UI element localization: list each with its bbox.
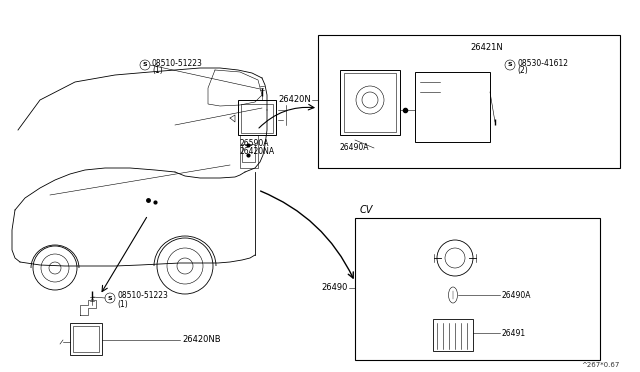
Text: CV: CV bbox=[360, 205, 373, 215]
Bar bbox=[240, 128, 258, 168]
Text: 08510-51223: 08510-51223 bbox=[152, 58, 203, 67]
Bar bbox=[242, 144, 255, 162]
Text: 26421N: 26421N bbox=[470, 44, 503, 52]
Bar bbox=[70, 323, 102, 355]
Text: 08510-51223: 08510-51223 bbox=[117, 292, 168, 301]
Bar bbox=[318, 35, 620, 168]
Bar bbox=[355, 218, 600, 360]
Text: 08530-41612: 08530-41612 bbox=[517, 58, 568, 67]
Bar bbox=[73, 326, 99, 352]
Text: ^267*0.67: ^267*0.67 bbox=[582, 362, 620, 368]
Bar bbox=[344, 73, 396, 132]
Bar bbox=[238, 100, 276, 135]
Text: (1): (1) bbox=[117, 299, 128, 308]
Text: 26420N: 26420N bbox=[278, 96, 311, 105]
Text: 26490: 26490 bbox=[322, 283, 348, 292]
Text: 26490A: 26490A bbox=[340, 144, 369, 153]
Text: S: S bbox=[508, 62, 512, 67]
Bar bbox=[340, 70, 400, 135]
Bar bbox=[415, 72, 490, 142]
Text: 26491: 26491 bbox=[502, 328, 526, 337]
Text: S: S bbox=[108, 295, 112, 301]
Bar bbox=[241, 104, 273, 133]
Text: 26420NA: 26420NA bbox=[239, 147, 274, 155]
Text: 26490A: 26490A bbox=[502, 291, 531, 299]
Text: 26420NB: 26420NB bbox=[182, 336, 221, 344]
Text: (2): (2) bbox=[517, 67, 528, 76]
Bar bbox=[433, 319, 473, 351]
Text: 26590A: 26590A bbox=[239, 138, 269, 148]
Text: (1): (1) bbox=[152, 67, 163, 76]
Text: S: S bbox=[143, 62, 147, 67]
Ellipse shape bbox=[449, 287, 458, 303]
